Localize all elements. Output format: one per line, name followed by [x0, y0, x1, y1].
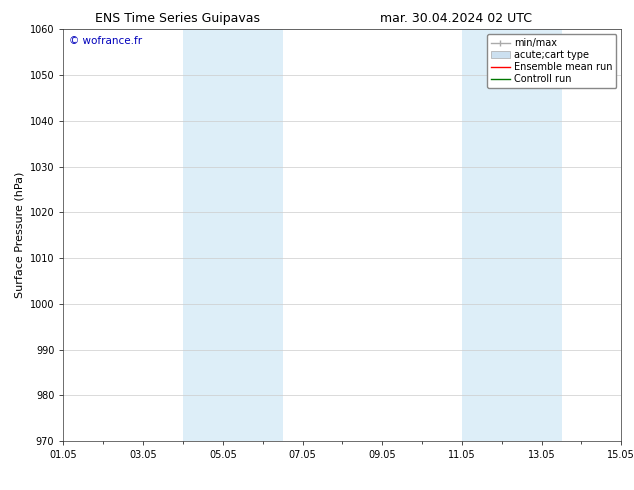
- Bar: [462, 29, 562, 441]
- Text: ENS Time Series Guipavas: ENS Time Series Guipavas: [95, 12, 260, 25]
- Text: mar. 30.04.2024 02 UTC: mar. 30.04.2024 02 UTC: [380, 12, 533, 25]
- Bar: [183, 29, 283, 441]
- Legend: min/max, acute;cart type, Ensemble mean run, Controll run: min/max, acute;cart type, Ensemble mean …: [487, 34, 616, 88]
- Text: © wofrance.fr: © wofrance.fr: [69, 36, 142, 46]
- Y-axis label: Surface Pressure (hPa): Surface Pressure (hPa): [14, 172, 24, 298]
